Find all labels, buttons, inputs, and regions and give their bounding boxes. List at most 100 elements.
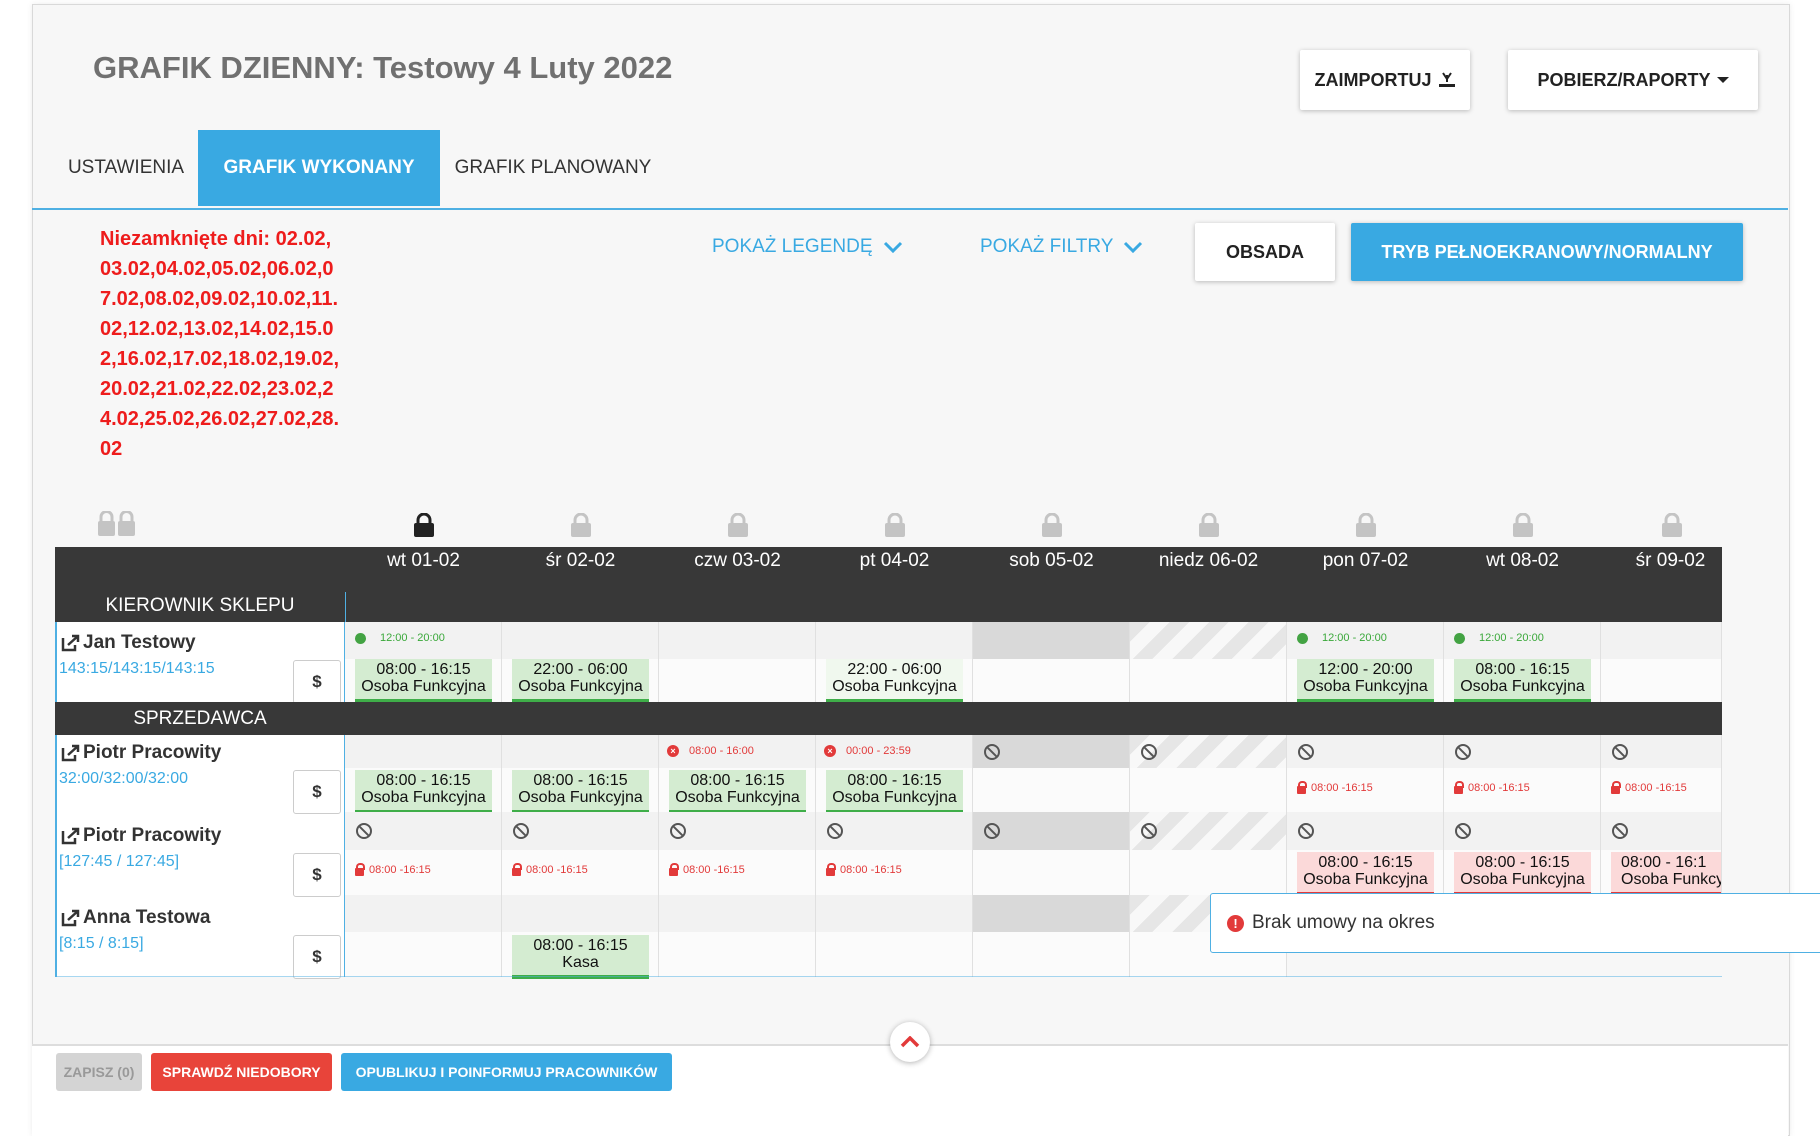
obsada-button[interactable]: OBSADA — [1195, 223, 1335, 281]
shift-cell[interactable]: 22:00 - 06:00 Osoba Funkcyjna — [816, 659, 973, 703]
shift-cell[interactable]: 08:00 -16:15 — [659, 850, 816, 895]
day-cell[interactable] — [1130, 735, 1287, 768]
day-cell[interactable] — [659, 812, 816, 850]
shift-block[interactable]: 22:00 - 06:00 Osoba Funkcyjna — [826, 659, 963, 703]
day-cell[interactable] — [1601, 735, 1722, 768]
lock-icon[interactable] — [1512, 513, 1534, 537]
shift-cell[interactable]: 08:00 - 16:15 Osoba Funkcyjna — [1444, 850, 1601, 896]
day-cell[interactable] — [973, 812, 1130, 850]
day-cell[interactable] — [816, 622, 973, 659]
shift-cell[interactable]: 08:00 -16:15 — [345, 850, 502, 895]
publish-button[interactable]: OPUBLIKUJ I POINFORMUJ PRACOWNIKÓW — [341, 1053, 672, 1091]
shift-cell[interactable] — [345, 932, 502, 977]
day-cell[interactable]: × 00:00 - 23:59 — [816, 735, 973, 768]
check-shortages-button[interactable]: SPRAWDŹ NIEDOBORY — [151, 1053, 332, 1091]
shift-cell[interactable] — [1130, 768, 1287, 812]
shift-cell[interactable]: 08:00 - 16:1 Osoba Funkcy — [1601, 850, 1722, 895]
lock-icon[interactable] — [1355, 513, 1377, 537]
shift-block[interactable]: 08:00 - 16:15 Osoba Funkcyjna — [355, 659, 492, 703]
shift-block[interactable]: 08:00 - 16:15 Osoba Funkcyjna — [355, 770, 492, 814]
shift-cell[interactable]: 08:00 -16:15 — [502, 850, 659, 895]
shift-cell[interactable]: 08:00 -16:15 — [816, 850, 973, 895]
shift-cell[interactable]: 12:00 - 20:00 Osoba Funkcyjna — [1287, 659, 1444, 703]
shift-cell[interactable]: 08:00 - 16:15 Kasa — [502, 932, 659, 979]
shift-block[interactable]: 08:00 - 16:15 Kasa — [512, 935, 649, 979]
day-cell[interactable] — [1601, 812, 1722, 850]
day-cell[interactable] — [973, 622, 1130, 659]
day-cell[interactable]: 12:00 - 20:00 — [1444, 622, 1601, 659]
shift-block[interactable]: 08:00 - 16:15 Osoba Funkcyjna — [1454, 852, 1591, 896]
lock-all-icon[interactable] — [97, 511, 137, 537]
day-cell[interactable] — [1130, 812, 1287, 850]
shift-cell[interactable] — [973, 850, 1130, 895]
shift-block[interactable]: 22:00 - 06:00 Osoba Funkcyjna — [512, 659, 649, 703]
day-cell[interactable] — [502, 812, 659, 850]
lock-icon[interactable] — [1198, 513, 1220, 537]
lock-icon[interactable] — [727, 513, 749, 537]
shift-cell[interactable] — [973, 659, 1130, 702]
shift-cell[interactable] — [973, 932, 1130, 977]
shift-cell[interactable] — [816, 932, 973, 977]
day-cell[interactable] — [973, 895, 1130, 932]
lock-icon[interactable] — [884, 513, 906, 537]
shift-cell[interactable]: 08:00 - 16:15 Osoba Funkcyjna — [659, 768, 816, 814]
day-cell[interactable] — [502, 895, 659, 932]
shift-cell[interactable]: 08:00 -16:15 — [1444, 768, 1601, 812]
day-cell[interactable] — [816, 895, 973, 932]
day-cell[interactable]: × 08:00 - 16:00 — [659, 735, 816, 768]
shift-cell[interactable] — [1130, 659, 1287, 702]
shift-block[interactable]: 08:00 - 16:15 Osoba Funkcyjna — [669, 770, 806, 814]
rate-button[interactable]: $ — [293, 935, 341, 979]
day-cell[interactable] — [1287, 812, 1444, 850]
shift-cell[interactable] — [1601, 659, 1722, 702]
shift-cell[interactable]: 08:00 -16:15 — [1601, 768, 1722, 812]
rate-button[interactable]: $ — [293, 853, 341, 897]
show-legend-toggle[interactable]: POKAŻ LEGENDĘ — [712, 236, 903, 258]
day-cell[interactable] — [345, 812, 502, 850]
fullscreen-toggle-button[interactable]: TRYB PEŁNOEKRANOWY/NORMALNY — [1351, 223, 1743, 281]
day-cell[interactable] — [1444, 812, 1601, 850]
day-cell[interactable] — [345, 735, 502, 768]
shift-cell[interactable] — [659, 932, 816, 977]
shift-block[interactable]: 08:00 - 16:15 Osoba Funkcyjna — [826, 770, 963, 814]
save-button[interactable]: ZAPISZ (0) — [56, 1053, 142, 1091]
day-cell[interactable] — [502, 735, 659, 768]
shift-cell[interactable] — [659, 659, 816, 702]
shift-block[interactable]: 12:00 - 20:00 Osoba Funkcyjna — [1297, 659, 1434, 703]
shift-cell[interactable]: 08:00 - 16:15 Osoba Funkcyjna — [1444, 659, 1601, 703]
shift-block[interactable]: 08:00 - 16:15 Osoba Funkcyjna — [512, 770, 649, 814]
shift-block[interactable]: 08:00 - 16:15 Osoba Funkcyjna — [1297, 852, 1434, 896]
shift-cell[interactable]: 22:00 - 06:00 Osoba Funkcyjna — [502, 659, 659, 703]
day-cell[interactable] — [1444, 735, 1601, 768]
employee-name[interactable]: Piotr Pracowity — [61, 825, 221, 847]
employee-name[interactable]: Jan Testowy — [61, 632, 196, 654]
lock-icon[interactable] — [1661, 513, 1683, 537]
reports-dropdown-button[interactable]: POBIERZ/RAPORTY — [1508, 50, 1758, 110]
day-cell[interactable]: 12:00 - 20:00 — [345, 622, 502, 659]
rate-button[interactable]: $ — [293, 660, 341, 704]
day-cell[interactable] — [973, 735, 1130, 768]
tab-grafik-planowany[interactable]: GRAFIK PLANOWANY — [454, 157, 652, 178]
shift-cell[interactable]: 08:00 - 16:15 Osoba Funkcyjna — [816, 768, 973, 814]
shift-cell[interactable]: 08:00 - 16:15 Osoba Funkcyjna — [345, 768, 502, 814]
day-cell[interactable] — [659, 622, 816, 659]
shift-cell[interactable]: 08:00 - 16:15 Osoba Funkcyjna — [502, 768, 659, 814]
shift-cell[interactable]: 08:00 - 16:15 Osoba Funkcyjna — [1287, 850, 1444, 896]
day-cell[interactable] — [1287, 735, 1444, 768]
employee-name[interactable]: Piotr Pracowity — [61, 742, 221, 764]
day-cell[interactable] — [816, 812, 973, 850]
shift-cell[interactable]: 08:00 - 16:15 Osoba Funkcyjna — [345, 659, 502, 703]
tab-ustawienia[interactable]: USTAWIENIA — [67, 157, 185, 178]
shift-block[interactable]: 08:00 - 16:15 Osoba Funkcyjna — [1454, 659, 1591, 703]
day-cell[interactable] — [1601, 622, 1722, 659]
shift-block[interactable]: 08:00 - 16:1 Osoba Funkcy — [1611, 852, 1721, 895]
collapse-toggle[interactable] — [890, 1022, 930, 1062]
day-cell[interactable] — [502, 622, 659, 659]
day-cell[interactable] — [345, 895, 502, 932]
shift-cell[interactable]: 08:00 -16:15 — [1287, 768, 1444, 812]
lock-icon[interactable] — [570, 513, 592, 537]
day-cell[interactable] — [659, 895, 816, 932]
employee-name[interactable]: Anna Testowa — [61, 907, 210, 929]
day-cell[interactable] — [1130, 622, 1287, 659]
lock-icon[interactable] — [413, 513, 435, 537]
